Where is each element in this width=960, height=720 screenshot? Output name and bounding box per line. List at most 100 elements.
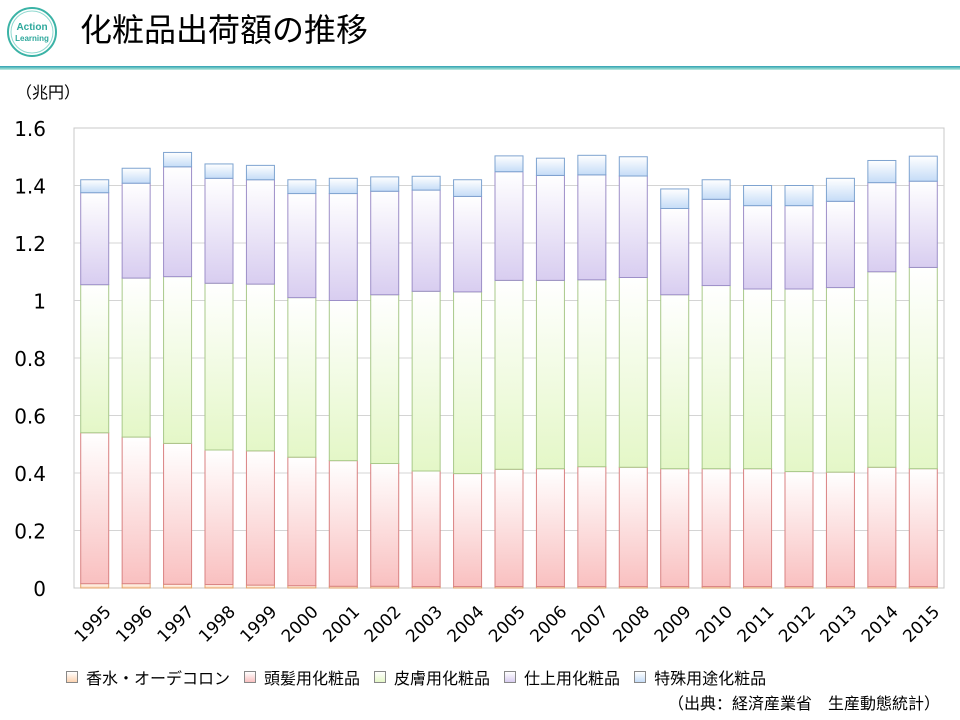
bar-segment-special-2006 (535, 157, 565, 176)
bar-segment-hair-2000 (287, 456, 317, 587)
legend-item: 特殊用途化粧品 (634, 665, 766, 689)
y-axis-label: （兆円） (16, 83, 80, 102)
bar-segment-skin-2005 (494, 279, 524, 470)
bar-segment-makeup-1995 (80, 192, 110, 286)
bar-segment-hair-2005 (494, 468, 524, 588)
x-tick-label: 2001 (319, 602, 364, 647)
bar-segment-hair-2008 (618, 466, 648, 588)
bar-segment-skin-2003 (411, 290, 441, 472)
bar-segment-hair-2006 (535, 468, 565, 588)
bar-segment-makeup-2000 (287, 193, 317, 299)
x-tick-label: 2013 (817, 602, 862, 647)
legend-item: 頭髪用化粧品 (244, 665, 360, 689)
bar-segment-hair-2004 (453, 473, 483, 588)
bar-segment-hair-1997 (163, 442, 193, 585)
x-tick-label: 2008 (609, 602, 654, 647)
x-tick-label: 1997 (154, 602, 199, 647)
bar-segment-hair-2015 (908, 468, 938, 588)
legend-label: 香水・オーデコロン (86, 669, 231, 688)
bar-segment-hair-2011 (743, 468, 773, 588)
bar-segment-skin-1995 (80, 284, 110, 434)
bar-segment-perfume-1995 (80, 583, 110, 589)
action-learning-logo: Action Learning (7, 7, 57, 57)
x-tick-label: 2000 (278, 602, 323, 647)
legend-label: 皮膚用化粧品 (394, 669, 491, 688)
title-divider (0, 66, 960, 70)
bar-segment-makeup-2010 (701, 198, 731, 287)
bar-segment-hair-2001 (328, 460, 358, 587)
x-tick-label: 1995 (71, 602, 116, 647)
bar-segment-skin-2006 (535, 279, 565, 470)
legend-label: 特殊用途化粧品 (654, 669, 767, 688)
bar-segment-special-2002 (370, 176, 400, 192)
legend-swatch (66, 671, 78, 683)
bar-segment-makeup-2007 (577, 174, 607, 281)
bar-segment-makeup-2002 (370, 190, 400, 296)
bar-segment-skin-1999 (245, 283, 275, 452)
bar-segment-makeup-2015 (908, 180, 938, 268)
x-tick-label: 1998 (195, 602, 240, 647)
bar-segment-hair-2010 (701, 468, 731, 588)
page-title: 化粧品出荷額の推移 (80, 11, 369, 49)
bar-segment-special-2008 (618, 156, 648, 177)
x-tick-label: 2004 (444, 602, 489, 647)
bar-segment-skin-1996 (121, 277, 151, 438)
bar-segment-skin-2013 (825, 287, 855, 473)
bar-segment-special-2011 (743, 185, 773, 207)
bar-segment-skin-2010 (701, 285, 731, 470)
x-tick-label: 2011 (734, 602, 779, 647)
bar-segment-makeup-2009 (660, 208, 690, 296)
bar-segment-makeup-1999 (245, 179, 275, 285)
bar-segment-makeup-2003 (411, 189, 441, 292)
bar-segment-special-2005 (494, 155, 524, 173)
x-tick-label: 2005 (485, 602, 530, 647)
bar-segment-special-2010 (701, 179, 731, 200)
y-tick-label: 0.8 (14, 347, 46, 371)
bar-segment-makeup-2001 (328, 193, 358, 301)
chart-legend: 香水・オーデコロン 頭髪用化粧品 皮膚用化粧品 仕上用化粧品 特殊用途化粧品 (66, 666, 780, 688)
bar-segment-skin-2004 (453, 291, 483, 475)
bar-segment-special-1999 (245, 164, 275, 181)
bar-segment-makeup-1997 (163, 166, 193, 278)
bar-segment-makeup-1996 (121, 182, 151, 279)
legend-label: 仕上用化粧品 (524, 669, 621, 688)
bar-segment-special-2012 (784, 185, 814, 207)
bar-segment-skin-2008 (618, 277, 648, 468)
legend-item: 仕上用化粧品 (504, 665, 620, 689)
bar-segment-special-2013 (825, 177, 855, 202)
bar-segment-special-2007 (577, 154, 607, 176)
bar-segment-skin-2012 (784, 288, 814, 473)
bar-segment-skin-2000 (287, 297, 317, 458)
bar-segment-special-2004 (453, 179, 483, 197)
bar-segment-skin-2007 (577, 279, 607, 468)
bar-segment-special-2003 (411, 175, 441, 191)
bar-segment-makeup-2013 (825, 200, 855, 289)
bar-segment-skin-1997 (163, 276, 193, 444)
legend-item: 香水・オーデコロン (66, 665, 230, 689)
bar-segment-special-2000 (287, 179, 317, 195)
y-tick-label: 0.6 (14, 405, 46, 429)
bar-segment-special-2001 (328, 177, 358, 195)
x-tick-label: 2010 (692, 602, 737, 647)
source-note: （出典：経済産業省 生産動態統計） (667, 694, 940, 713)
bar-segment-makeup-2005 (494, 171, 524, 281)
x-tick-label: 2003 (402, 602, 447, 647)
y-tick-label: 1 (33, 290, 46, 314)
x-tick-label: 2012 (775, 602, 820, 647)
x-tick-label: 2007 (568, 602, 613, 647)
y-tick-label: 1.6 (14, 117, 46, 141)
logo-text-learning: Learning (15, 34, 49, 43)
bar-segment-hair-1996 (121, 436, 151, 585)
bar-segment-hair-2007 (577, 466, 607, 588)
x-tick-label: 2014 (858, 602, 903, 647)
bar-segment-hair-2002 (370, 463, 400, 587)
bar-segment-special-2014 (867, 159, 897, 184)
bar-segment-hair-1995 (80, 432, 110, 585)
bar-segment-skin-2015 (908, 266, 938, 470)
bar-segment-skin-2011 (743, 288, 773, 470)
bar-segment-skin-1998 (204, 282, 234, 451)
bar-segment-skin-2002 (370, 294, 400, 465)
x-tick-label: 1996 (112, 602, 157, 647)
legend-item: 皮膚用化粧品 (374, 665, 490, 689)
y-tick-label: 0 (33, 577, 46, 601)
